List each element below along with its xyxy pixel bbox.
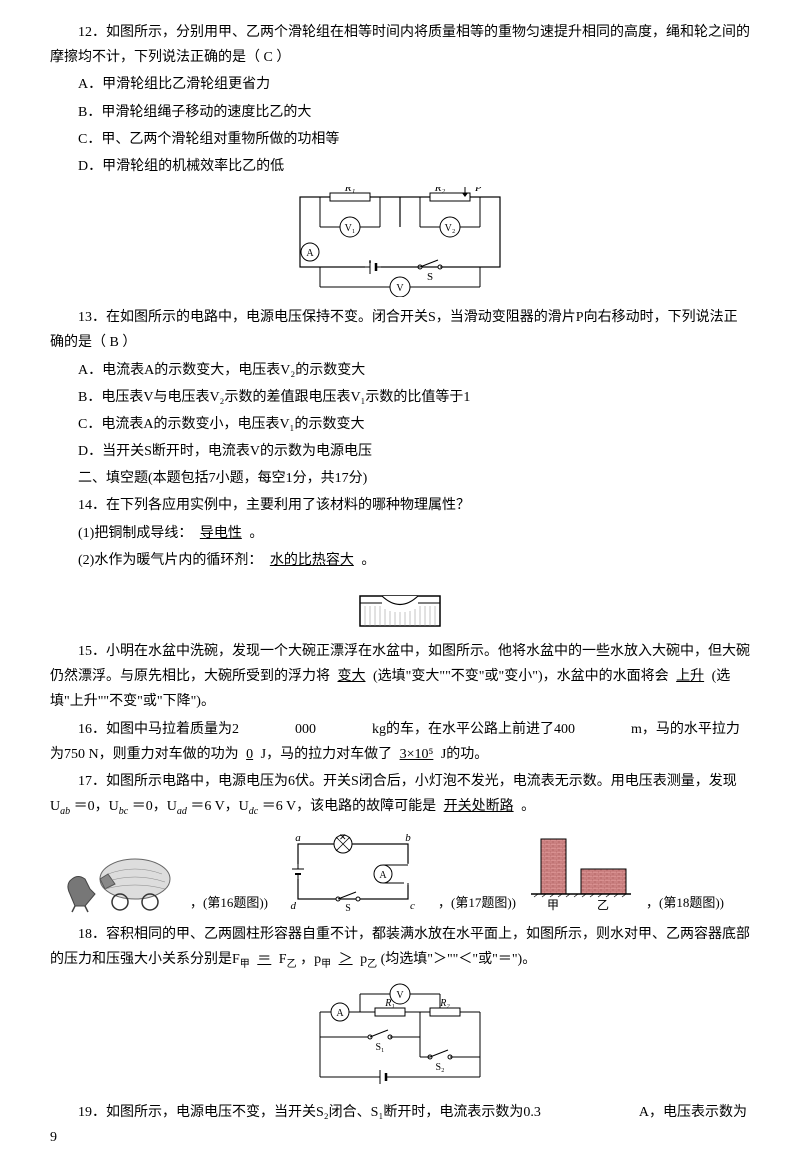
q14-sub1-pre: (1)把铜制成导线： [78, 526, 192, 541]
q18-p2: F [279, 952, 287, 967]
fig16-wrapper [50, 844, 180, 914]
q16-p2: J，马的拉力对车做了 [261, 747, 392, 762]
c19-r2: R₂ [439, 998, 450, 1009]
r2-label: R₂ [434, 187, 446, 194]
q13-answer: B [110, 335, 119, 350]
yi-label: 乙 [597, 898, 609, 912]
s-label: S [427, 271, 433, 283]
q17-text: 17．如图所示电路中，电源电压为6伏。开关S闭合后，小灯泡不发光，电流表无示数。… [50, 769, 750, 821]
q13-end: ） [122, 335, 136, 350]
circuit19-figure: V A R₁ R₂ S₁ S₂ [50, 982, 750, 1092]
q17-p6: 。 [521, 799, 535, 814]
q17-p3: ＝0，U [132, 799, 177, 814]
q17-ad: ad [177, 806, 187, 817]
c19-s1: S₁ [375, 1042, 384, 1053]
v-label: V [396, 283, 404, 294]
v1-label: V₁ [345, 223, 356, 234]
q15-ans2: 上升 [672, 669, 708, 684]
q19-p1: 19．如图所示，电源电压不变，当开关S₂闭合、S₁断开时，电流表示数为0.3 A… [50, 1105, 747, 1145]
q18-sub1: 甲 [240, 959, 250, 970]
q17-p4: ＝6 V，U [190, 799, 248, 814]
q12-opt-b: B．甲滑轮组绳子移动的速度比乙的大 [50, 100, 750, 125]
q14-sub2-ans: 水的比热容大 [266, 553, 358, 568]
q13-text: 13．在如图所示的电路中，电源电压保持不变。闭合开关S，当滑动变阻器的滑片P向右… [50, 305, 750, 355]
c19-s2: S₂ [435, 1062, 444, 1073]
q17-bc: bc [119, 806, 128, 817]
svg-text:✕: ✕ [339, 832, 347, 842]
q18-sub3: 甲 [321, 959, 331, 970]
q16-ans1: 0 [242, 747, 257, 762]
circuit1-svg: R₁ R₂ P V₁ V₂ A S [290, 187, 510, 297]
q13-stem: 13．在如图所示的电路中，电源电压保持不变。闭合开关S，当滑动变阻器的滑片P向右… [50, 310, 738, 350]
c19-r1: R₁ [384, 998, 395, 1009]
q12-end: ） [276, 50, 290, 65]
q14-text: 14．在下列各应用实例中，主要利用了该材料的哪种物理属性？ [50, 493, 750, 518]
q18-p5: (均选填"＞""＜"或"＝")。 [381, 952, 537, 967]
q18-text: 18．容积相同的甲、乙两圆柱形容器自重不计，都装满水放在水平面上，如图所示，则水… [50, 922, 750, 974]
c17-a: A [379, 870, 387, 881]
q19-text: 19．如图所示，电源电压不变，当开关S₂闭合、S₁断开时，电流表示数为0.3 A… [50, 1100, 750, 1150]
q17-p2: ＝0，U [74, 799, 119, 814]
fig17-label: ，(第17题图)) [438, 891, 516, 914]
q12-answer: C [264, 50, 273, 65]
q18-sub2: 乙 [287, 959, 297, 970]
v2-label: V₂ [445, 223, 456, 234]
figures-16-17-18: ，(第16题图)) ✕ A S a b c d ，(第17题图)) [50, 829, 750, 914]
q13-opt-a: A．电流表A的示数变大，电压表V₂的示数变大 [50, 358, 750, 383]
c19-v: V [396, 990, 404, 1001]
q12-text: 12．如图所示，分别用甲、乙两个滑轮组在相等时间内将质量相等的重物匀速提升相同的… [50, 20, 750, 70]
circuit17-svg: ✕ A S a b c d [278, 829, 428, 914]
c17-ld: d [291, 900, 297, 912]
q13-opt-b: B．电压表V与电压表V₂示数的差值跟电压表V₁示数的比值等于1 [50, 385, 750, 410]
q15-ans1: 变大 [334, 669, 370, 684]
q12-stem: 12．如图所示，分别用甲、乙两个滑轮组在相等时间内将质量相等的重物匀速提升相同的… [50, 25, 750, 65]
jia-label: 甲 [547, 898, 559, 912]
q13-opt-c: C．电流表A的示数变小，电压表V₁的示数变大 [50, 412, 750, 437]
q14-sub1: (1)把铜制成导线： 导电性 。 [50, 521, 750, 546]
q12-opt-a: A．甲滑轮组比乙滑轮组更省力 [50, 72, 750, 97]
a-label: A [306, 248, 314, 259]
fig18-label: ，(第18题图)) [646, 891, 724, 914]
p-label: P [474, 187, 482, 194]
q15-p2: (选填"变大""不变"或"变小")，水盆中的水面将会 [373, 669, 669, 684]
c17-lc: c [410, 900, 415, 912]
bowl-svg [350, 581, 450, 631]
fig16-label: ，(第16题图)) [190, 891, 268, 914]
q15-text: 15．小明在水盆中洗碗，发现一个大碗正漂浮在水盆中，如图所示。他将水盆中的一些水… [50, 639, 750, 715]
c17-s: S [345, 903, 351, 914]
q14-sub2-pre: (2)水作为暖气片内的循环剂： [78, 553, 262, 568]
q16-ans2: 3×10⁵ [396, 747, 438, 762]
q14-sub1-post: 。 [249, 526, 263, 541]
c19-a: A [336, 1008, 344, 1019]
circuit-figure-1: R₁ R₂ P V₁ V₂ A S [50, 187, 750, 297]
q14-sub1-ans: 导电性 [196, 526, 246, 541]
circuit19-svg: V A R₁ R₂ S₁ S₂ [300, 982, 500, 1092]
q18-ans1: ＝ [253, 952, 275, 967]
q17-dc: dc [249, 806, 258, 817]
q12-opt-d: D．甲滑轮组的机械效率比乙的低 [50, 154, 750, 179]
q18-p3: ，p [300, 952, 321, 967]
containers-svg: 甲 乙 [526, 829, 636, 914]
q17-ab: ab [60, 806, 70, 817]
q12-opt-c: C．甲、乙两个滑轮组对重物所做的功相等 [50, 127, 750, 152]
q17-ans: 开关处断路 [440, 799, 518, 814]
q13-opt-d: D．当开关S断开时，电流表V的示数为电源电压 [50, 439, 750, 464]
q18-ans2: ＞ [335, 952, 357, 967]
q16-p3: J的功。 [441, 747, 488, 762]
q16-p1: 16．如图中马拉着质量为2 000 kg的车，在水平公路上前进了400 m，马的… [50, 722, 740, 762]
q16-text: 16．如图中马拉着质量为2 000 kg的车，在水平公路上前进了400 m，马的… [50, 717, 750, 767]
bowl-figure [50, 581, 750, 631]
horse-cart-icon [50, 844, 180, 914]
c17-la: a [295, 832, 301, 844]
q14-sub2-post: 。 [361, 553, 375, 568]
r1-label: R₁ [344, 187, 356, 194]
q17-p5: ＝6 V，该电路的故障可能是 [262, 799, 436, 814]
c17-lb: b [405, 832, 411, 844]
q14-sub2: (2)水作为暖气片内的循环剂： 水的比热容大 。 [50, 548, 750, 573]
section2-title: 二、填空题(本题包括7小题，每空1分，共17分) [50, 466, 750, 491]
q18-sub4: 乙 [367, 959, 377, 970]
